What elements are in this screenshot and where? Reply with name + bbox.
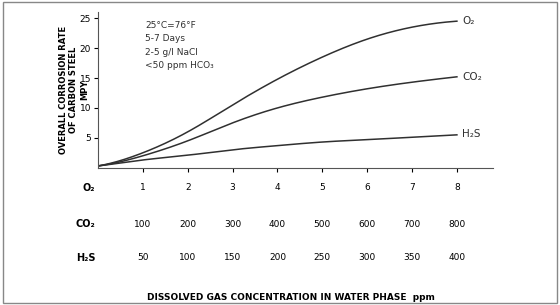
Text: 350: 350 [403, 253, 421, 262]
Text: H₂S: H₂S [76, 253, 95, 263]
Text: 150: 150 [224, 253, 241, 262]
Text: 25°C=76°F
5-7 Days
2-5 g/l NaCl
<50 ppm HCO₃: 25°C=76°F 5-7 Days 2-5 g/l NaCl <50 ppm … [145, 21, 214, 70]
Text: 8: 8 [454, 183, 460, 192]
Text: 200: 200 [269, 253, 286, 262]
Text: 2: 2 [185, 183, 190, 192]
Text: 800: 800 [449, 220, 465, 229]
Text: 300: 300 [358, 253, 376, 262]
Text: 300: 300 [224, 220, 241, 229]
Text: 250: 250 [314, 253, 331, 262]
Text: 100: 100 [179, 253, 197, 262]
Text: DISSOLVED GAS CONCENTRATION IN WATER PHASE  ppm: DISSOLVED GAS CONCENTRATION IN WATER PHA… [147, 293, 435, 302]
Text: 4: 4 [274, 183, 280, 192]
Text: 6: 6 [365, 183, 370, 192]
Text: CO₂: CO₂ [76, 219, 95, 229]
Text: 1: 1 [140, 183, 146, 192]
Text: O₂: O₂ [463, 16, 475, 26]
Text: 200: 200 [179, 220, 197, 229]
Text: CO₂: CO₂ [463, 72, 482, 82]
Text: 400: 400 [269, 220, 286, 229]
Text: 7: 7 [409, 183, 415, 192]
Text: 600: 600 [358, 220, 376, 229]
Text: 5: 5 [319, 183, 325, 192]
Text: O₂: O₂ [83, 183, 95, 192]
Text: 3: 3 [230, 183, 235, 192]
Text: 50: 50 [137, 253, 148, 262]
Y-axis label: OVERALL CORROSION RATE
OF CARBON STEEL
MPY: OVERALL CORROSION RATE OF CARBON STEEL M… [59, 26, 89, 154]
Text: 700: 700 [403, 220, 421, 229]
Text: H₂S: H₂S [463, 129, 481, 139]
Text: 400: 400 [449, 253, 465, 262]
Text: 100: 100 [134, 220, 152, 229]
Text: 500: 500 [314, 220, 331, 229]
